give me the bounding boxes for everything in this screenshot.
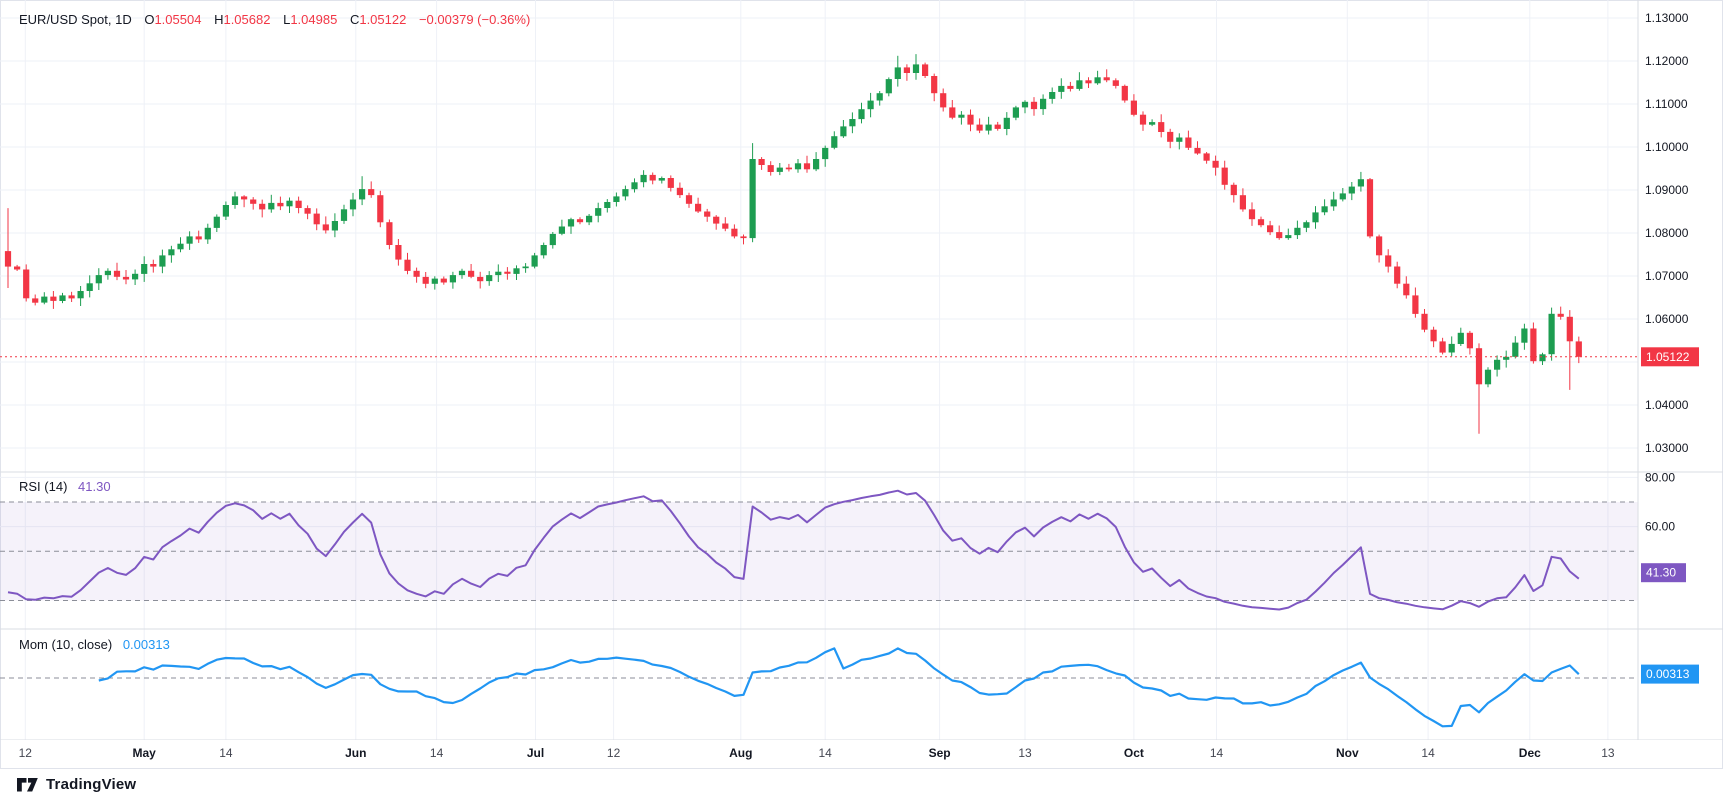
rsi-pane[interactable] xyxy=(0,489,1638,611)
svg-text:1.13000: 1.13000 xyxy=(1645,11,1689,25)
time-tick-14: 14 xyxy=(1209,746,1224,760)
svg-text:1.12000: 1.12000 xyxy=(1645,54,1689,68)
time-tick-14: 14 xyxy=(818,746,832,760)
time-tick-14: 14 xyxy=(219,746,233,760)
time-tick-12: 12 xyxy=(18,746,32,760)
time-tick-12: 12 xyxy=(606,746,621,760)
rsi-value-badge: 41.30 xyxy=(1641,563,1686,583)
time-tick-aug: Aug xyxy=(729,746,753,760)
time-tick-14: 14 xyxy=(1421,746,1435,760)
time-tick-jul: Jul xyxy=(526,746,545,760)
momentum-value: 0.00313 xyxy=(122,637,170,652)
rsi-line xyxy=(7,489,1580,611)
tradingview-logo-icon xyxy=(17,777,38,791)
symbol-title: EUR/USD Spot, 1D xyxy=(19,12,132,27)
chart-canvas[interactable]: 1.13000 1.12000 1.11000 1.10000 1.09000 1.080… xyxy=(0,0,1723,740)
high-label: H xyxy=(214,12,224,27)
svg-text:1.03000: 1.03000 xyxy=(1645,441,1689,455)
time-axis-scale[interactable]: 12 May 14 Jun 14 Jul 12 Aug 14 Sep 13 Oct 14 Nov 14 Dec… xyxy=(0,740,1638,767)
time-tick-oct: Oct xyxy=(1123,746,1144,760)
svg-text:1.05122: 1.05122 xyxy=(1646,350,1690,364)
low-label: L xyxy=(283,12,291,27)
change-value: −0.00379 (−0.36%) xyxy=(418,12,531,27)
svg-text:1.04000: 1.04000 xyxy=(1645,398,1689,412)
svg-text:1.09000: 1.09000 xyxy=(1645,183,1689,197)
momentum-line xyxy=(98,647,1580,728)
open-value: 1.05504 xyxy=(154,12,202,27)
momentum-label: Mom (10, close) xyxy=(19,637,113,652)
time-tick-nov: Nov xyxy=(1335,746,1359,760)
low-value: 1.04985 xyxy=(290,12,338,27)
last-price-badge: 1.05122 xyxy=(1641,347,1699,367)
tradingview-wordmark: TradingView xyxy=(46,776,137,793)
open-label: O xyxy=(144,12,155,27)
ohlc-header: EUR/USD Spot, 1D O1.05504 H1.05682 L1.04… xyxy=(19,12,530,27)
time-tick-13: 13 xyxy=(1601,746,1615,760)
high-value: 1.05682 xyxy=(223,12,271,27)
svg-text:0.00313: 0.00313 xyxy=(1646,667,1690,681)
price-axis-scale[interactable]: 1.13000 1.12000 1.11000 1.10000 1.09000 1.080… xyxy=(1645,11,1689,534)
time-tick-sep: Sep xyxy=(928,746,951,760)
time-tick-may: May xyxy=(132,746,156,760)
momentum-pane[interactable] xyxy=(0,647,1638,728)
time-tick-13: 13 xyxy=(1018,746,1032,760)
rsi-value: 41.30 xyxy=(78,479,111,494)
svg-text:1.11000: 1.11000 xyxy=(1645,97,1688,111)
momentum-value-badge: 0.00313 xyxy=(1641,664,1699,684)
svg-text:60.00: 60.00 xyxy=(1645,520,1675,534)
close-value: 1.05122 xyxy=(359,12,407,27)
candlestick-series[interactable] xyxy=(4,54,1582,434)
rsi-legend: RSI (14) 41.30 xyxy=(19,479,111,494)
close-label: C xyxy=(349,12,360,27)
chart-frame xyxy=(0,0,1723,769)
momentum-legend: Mom (10, close) 0.00313 xyxy=(19,637,170,652)
svg-text:1.06000: 1.06000 xyxy=(1645,312,1689,326)
gridlines xyxy=(0,0,1638,740)
time-tick-14: 14 xyxy=(429,746,444,760)
time-tick-dec: Dec xyxy=(1518,746,1541,760)
svg-text:41.30: 41.30 xyxy=(1646,566,1676,580)
tradingview-attribution[interactable]: TradingView xyxy=(17,776,136,793)
rsi-label: RSI (14) xyxy=(19,479,68,494)
svg-text:1.07000: 1.07000 xyxy=(1645,269,1689,283)
svg-text:1.10000: 1.10000 xyxy=(1645,140,1689,154)
time-tick-jun: Jun xyxy=(345,746,367,760)
svg-text:1.08000: 1.08000 xyxy=(1645,226,1689,240)
svg-text:80.00: 80.00 xyxy=(1645,470,1675,484)
